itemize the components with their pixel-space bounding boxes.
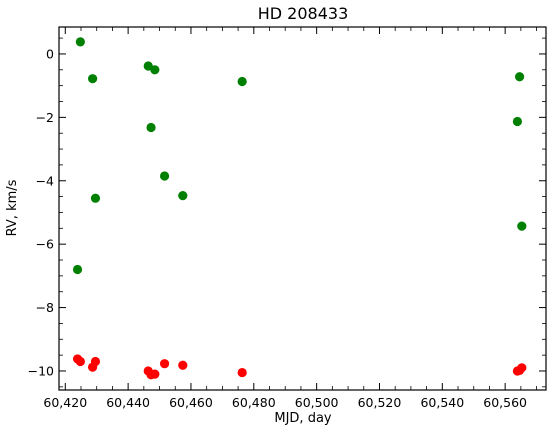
data-point-series-2	[75, 356, 85, 367]
data-point-series-1	[150, 65, 160, 75]
x-tick-label: 60,500	[295, 395, 339, 410]
x-tick-label: 60,440	[106, 395, 150, 410]
y-tick-label: −10	[28, 363, 54, 378]
data-point-series-1	[72, 264, 83, 275]
y-tick-label: −6	[36, 237, 54, 252]
data-point-series-1	[512, 116, 523, 127]
x-tick-label: 60,480	[232, 395, 276, 410]
data-point-series-1	[159, 171, 170, 181]
data-point-series-2	[150, 369, 160, 379]
x-tick-label: 60,560	[483, 395, 527, 410]
data-point-series-1	[515, 72, 525, 82]
data-points	[72, 37, 527, 380]
chart-title: HD 208433	[258, 4, 349, 23]
data-point-series-1	[88, 74, 98, 84]
x-tick-label: 60,540	[420, 395, 464, 410]
data-point-series-1	[517, 221, 527, 231]
data-point-series-2	[159, 359, 170, 369]
y-axis-label: RV, km/s	[5, 179, 20, 236]
data-point-series-1	[90, 193, 101, 203]
data-point-series-1	[75, 37, 85, 47]
y-tick-label: 0	[46, 46, 54, 61]
x-tick-label: 60,420	[43, 395, 87, 410]
data-point-series-1	[178, 191, 188, 201]
data-point-series-2	[178, 360, 188, 370]
y-tick-label: −4	[36, 173, 54, 188]
x-axis-label: MJD, day	[274, 411, 332, 426]
x-tick-label: 60,520	[358, 395, 402, 410]
axis-ticks: 60,420 60,440 60,460 60,480 60,500 60,520 60,5…	[28, 27, 546, 410]
data-point-series-2	[237, 367, 247, 378]
plot-frame	[58, 26, 547, 391]
x-tick-label: 60,460	[169, 395, 213, 410]
y-tick-label: −2	[36, 110, 54, 125]
data-point-series-2	[517, 363, 527, 373]
y-tick-label: −8	[36, 300, 54, 315]
data-point-series-1	[146, 122, 156, 133]
data-point-series-1	[237, 76, 247, 87]
data-point-series-2	[90, 356, 101, 367]
